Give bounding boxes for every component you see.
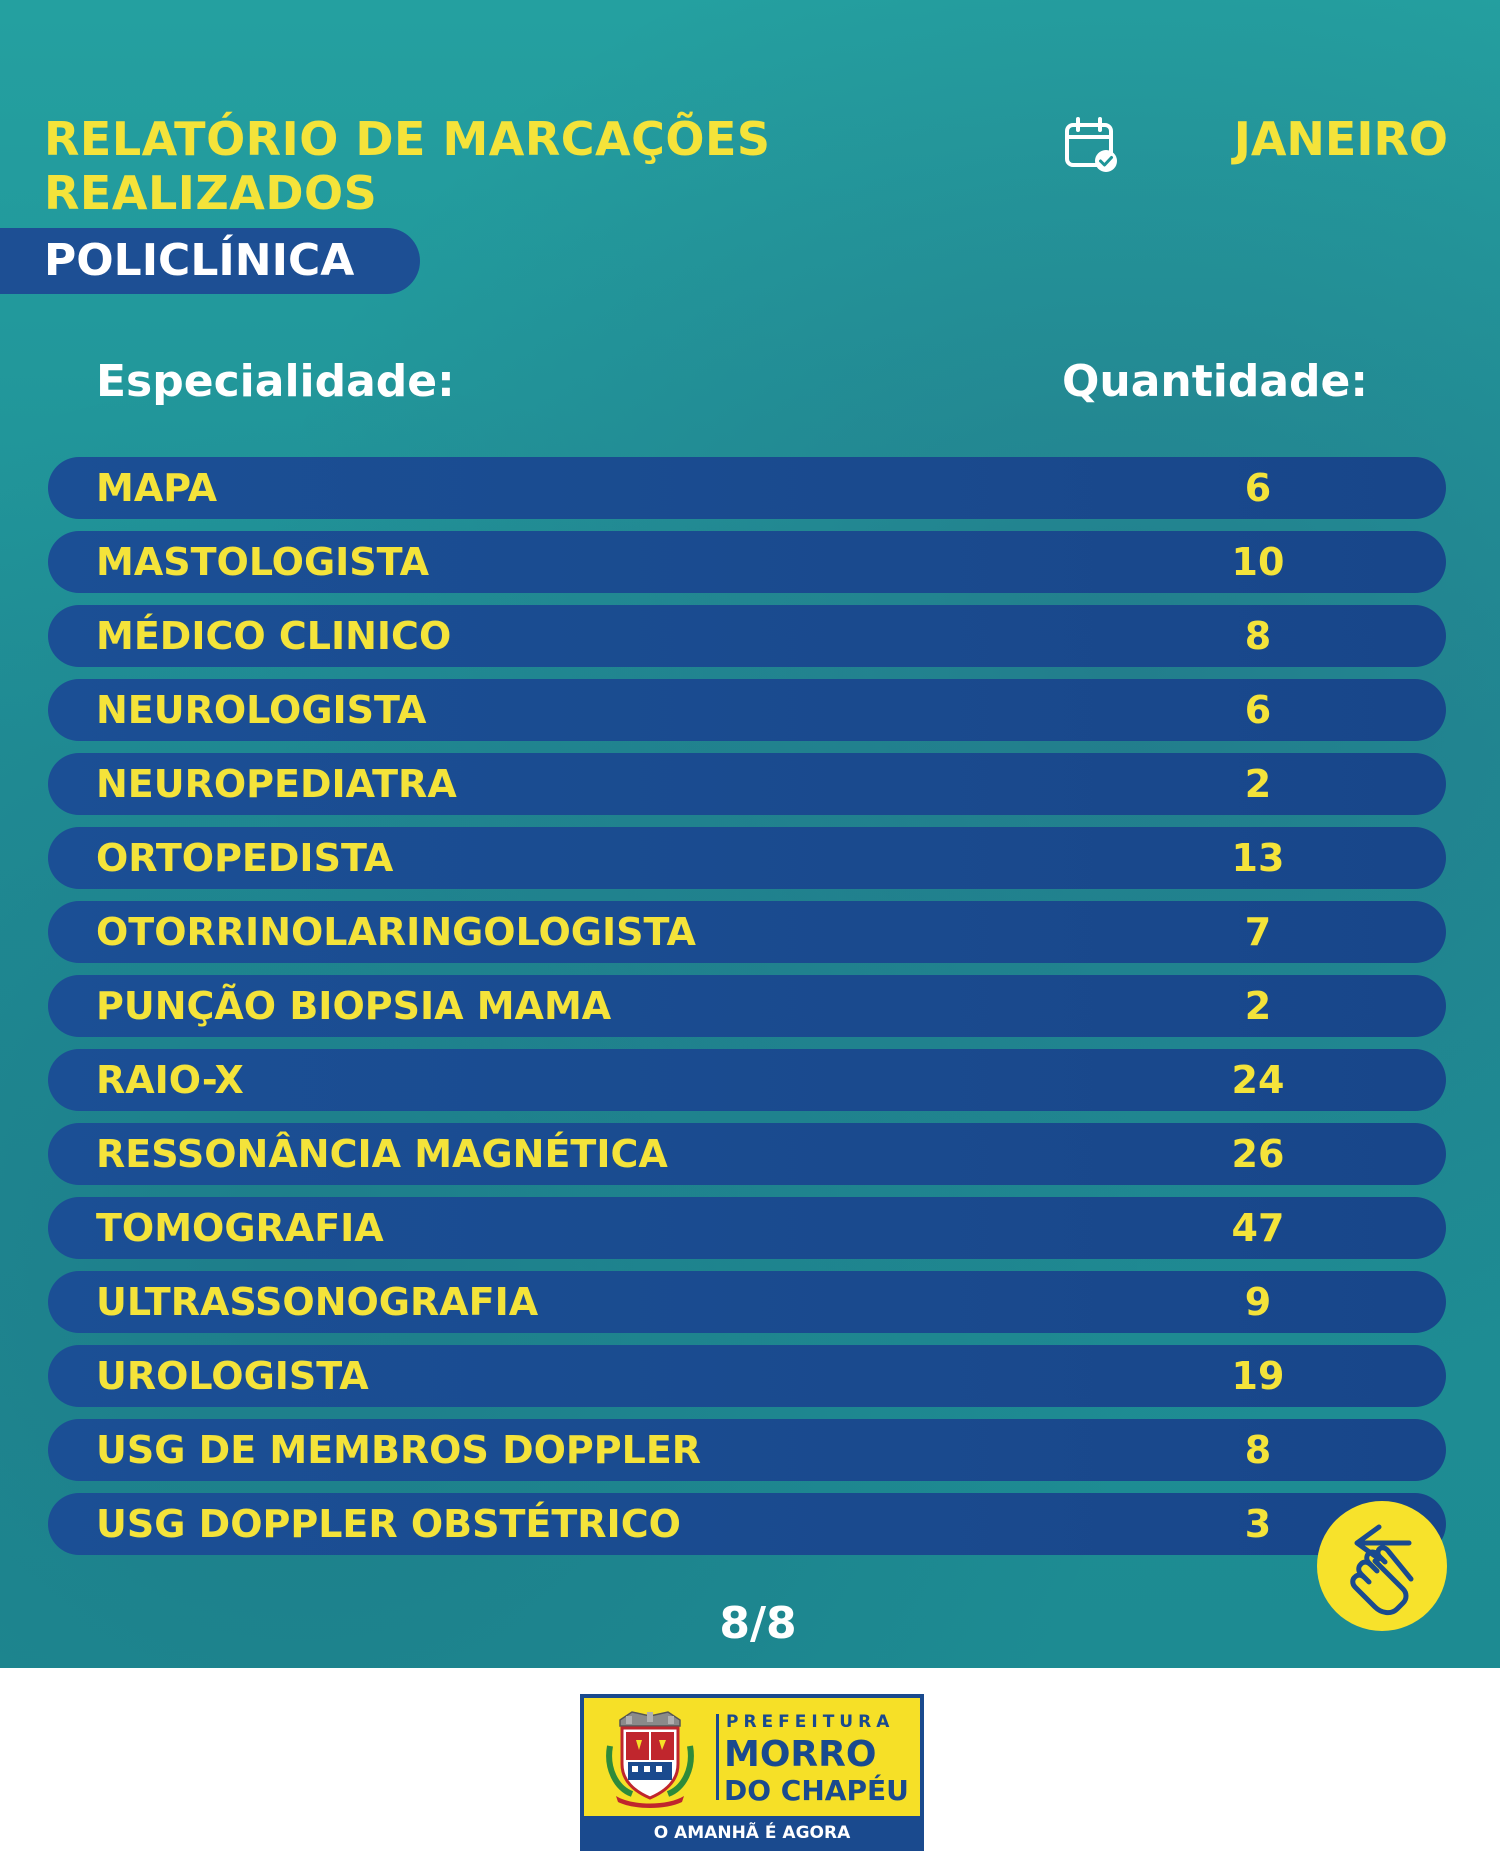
table-row: RESSONÂNCIA MAGNÉTICA 26 <box>48 1123 1446 1185</box>
specialty-quantity: 8 <box>1244 1428 1272 1472</box>
specialty-name: PUNÇÃO BIOPSIA MAMA <box>96 984 612 1028</box>
specialty-name: MAPA <box>96 466 217 510</box>
table-row: MAPA 6 <box>48 457 1446 519</box>
logo-city-line2: DO CHAPÉU <box>724 1774 909 1807</box>
table-row: MÉDICO CLINICO 8 <box>48 605 1446 667</box>
table-row: USG DE MEMBROS DOPPLER 8 <box>48 1419 1446 1481</box>
swipe-hand-glyph <box>1350 1524 1414 1616</box>
specialty-name: ULTRASSONOGRAFIA <box>96 1280 539 1324</box>
quantity-column-header: Quantidade: <box>1062 356 1368 407</box>
coat-of-arms-icon <box>606 1711 694 1808</box>
specialty-quantity: 26 <box>1231 1132 1285 1176</box>
specialty-table: MAPA 6 MASTOLOGISTA 10 MÉDICO CLINICO 8 NEU… <box>48 457 1446 1567</box>
report-panel: RELATÓRIO DE MARCAÇÕES REALIZADOS JANEIR… <box>0 0 1500 1668</box>
report-month: JANEIRO <box>1233 112 1448 166</box>
table-row: PUNÇÃO BIOPSIA MAMA 2 <box>48 975 1446 1037</box>
table-row: ULTRASSONOGRAFIA 9 <box>48 1271 1446 1333</box>
logo-divider <box>716 1714 719 1800</box>
specialty-name: NEUROPEDIATRA <box>96 762 457 806</box>
specialty-name: MÉDICO CLINICO <box>96 614 452 658</box>
swipe-hand-icon[interactable] <box>1317 1501 1447 1631</box>
specialty-quantity: 9 <box>1244 1280 1272 1324</box>
specialty-quantity: 8 <box>1244 614 1272 658</box>
specialty-column-header: Especialidade: <box>96 356 455 407</box>
specialty-name: OTORRINOLARINGOLOGISTA <box>96 910 696 954</box>
specialty-quantity: 13 <box>1231 836 1285 880</box>
specialty-quantity: 3 <box>1244 1502 1272 1546</box>
report-title: RELATÓRIO DE MARCAÇÕES REALIZADOS <box>44 112 771 220</box>
specialty-quantity: 6 <box>1244 688 1272 732</box>
calendar-check-icon <box>1065 117 1117 172</box>
specialty-name: NEUROLOGISTA <box>96 688 427 732</box>
logo-city-line1: MORRO <box>724 1734 877 1775</box>
specialty-quantity: 10 <box>1231 540 1285 584</box>
specialty-quantity: 24 <box>1231 1058 1285 1102</box>
specialty-quantity: 6 <box>1244 466 1272 510</box>
title-line-1: RELATÓRIO DE MARCAÇÕES <box>44 112 771 166</box>
logo-slogan: O AMANHÃ É AGORA <box>653 1823 851 1843</box>
unit-tag: POLICLÍNICA <box>0 228 420 294</box>
table-row: MASTOLOGISTA 10 <box>48 531 1446 593</box>
table-row: OTORRINOLARINGOLOGISTA 7 <box>48 901 1446 963</box>
page-indicator: 8/8 <box>719 1598 797 1649</box>
specialty-quantity: 19 <box>1231 1354 1285 1398</box>
table-row: RAIO-X 24 <box>48 1049 1446 1111</box>
specialty-name: TOMOGRAFIA <box>96 1206 384 1250</box>
table-row: UROLOGISTA 19 <box>48 1345 1446 1407</box>
specialty-name: UROLOGISTA <box>96 1354 369 1398</box>
table-row: NEUROLOGISTA 6 <box>48 679 1446 741</box>
specialty-name: RAIO-X <box>96 1058 244 1102</box>
specialty-quantity: 2 <box>1244 762 1272 806</box>
specialty-quantity: 7 <box>1244 910 1272 954</box>
table-row: NEUROPEDIATRA 2 <box>48 753 1446 815</box>
table-row: ORTOPEDISTA 13 <box>48 827 1446 889</box>
specialty-name: USG DOPPLER OBSTÉTRICO <box>96 1502 681 1546</box>
specialty-name: RESSONÂNCIA MAGNÉTICA <box>96 1132 668 1176</box>
specialty-name: MASTOLOGISTA <box>96 540 430 584</box>
specialty-quantity: 47 <box>1231 1206 1285 1250</box>
specialty-name: ORTOPEDISTA <box>96 836 394 880</box>
title-line-2: REALIZADOS <box>44 166 378 220</box>
logo-prefeitura-text: PREFEITURA <box>726 1712 895 1732</box>
table-row: TOMOGRAFIA 47 <box>48 1197 1446 1259</box>
table-row: USG DOPPLER OBSTÉTRICO 3 <box>48 1493 1446 1555</box>
logo-panel: PREFEITURA MORRO DO CHAPÉU <box>584 1698 920 1816</box>
prefeitura-logo: PREFEITURA MORRO DO CHAPÉU O AMANHÃ É AG… <box>580 1694 924 1851</box>
specialty-quantity: 2 <box>1244 984 1272 1028</box>
specialty-name: USG DE MEMBROS DOPPLER <box>96 1428 702 1472</box>
